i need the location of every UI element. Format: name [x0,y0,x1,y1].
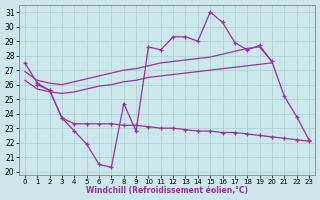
X-axis label: Windchill (Refroidissement éolien,°C): Windchill (Refroidissement éolien,°C) [86,186,248,195]
